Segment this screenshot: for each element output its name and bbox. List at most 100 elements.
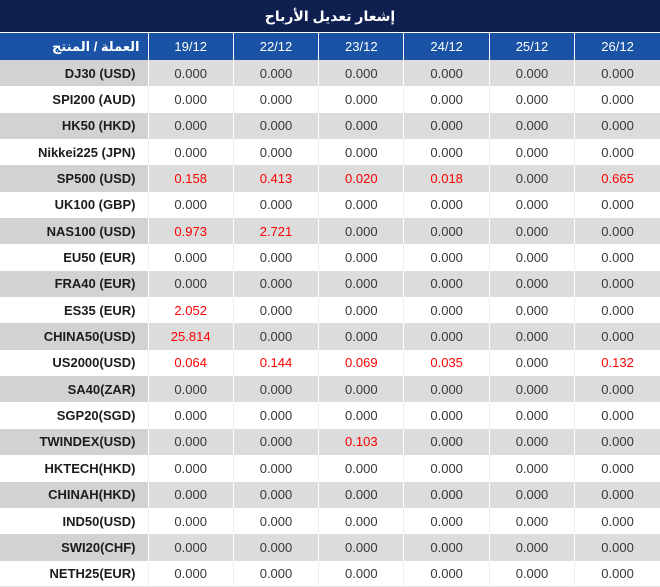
value-cell: 0.973 [147, 218, 234, 245]
value-cell: 0.000 [318, 112, 404, 140]
value-cell: 0.000 [574, 270, 660, 298]
value-cell: 0.000 [232, 560, 319, 587]
table-row: IND50(USD) 0.000 0.000 0.000 0.000 0.000 0.000 [0, 507, 660, 535]
table-row: HK50 (HKD) 0.000 0.000 0.000 0.000 0.000 0.000 [0, 112, 660, 140]
date-header-cell: 19/12 [147, 33, 234, 60]
header-row: العملة / المنتج 19/12 22/12 23/12 24/12 25/1… [0, 33, 660, 60]
value-cell: 0.000 [574, 244, 660, 271]
table-row: SGP20(SGD) 0.000 0.000 0.000 0.000 0.000 0.000 [0, 402, 660, 429]
table-row: EU50 (EUR) 0.000 0.000 0.000 0.000 0.000 0.000 [0, 244, 660, 271]
value-cell: 0.000 [232, 376, 319, 403]
value-cell: 0.000 [318, 534, 404, 561]
value-cell: 0.000 [574, 86, 660, 113]
instrument-name-cell: SA40(ZAR) [0, 376, 148, 403]
table-row: NETH25(EUR) 0.000 0.000 0.000 0.000 0.000 0.00… [0, 560, 660, 587]
instrument-name-cell: UK100 (GBP) [0, 191, 148, 219]
value-cell: 0.000 [232, 297, 319, 324]
instrument-name-cell: CHINAH(HKD) [0, 481, 148, 508]
value-cell: 0.000 [403, 218, 490, 245]
value-cell: 0.000 [403, 139, 490, 166]
value-cell: 0.000 [318, 139, 404, 166]
value-cell: 0.000 [147, 481, 234, 508]
value-cell: 0.144 [232, 349, 319, 377]
value-cell: 0.000 [574, 455, 660, 482]
value-cell: 0.000 [232, 191, 319, 219]
table-row: CHINA50(USD) 25.814 0.000 0.000 0.000 0.000 0.… [0, 323, 660, 350]
instrument-name-cell: EU50 (EUR) [0, 244, 148, 271]
value-cell: 0.158 [147, 165, 234, 192]
value-cell: 0.000 [147, 376, 234, 403]
value-cell: 0.000 [147, 86, 234, 113]
date-header-cell: 26/12 [574, 33, 660, 60]
value-cell: 0.000 [488, 507, 575, 535]
value-cell: 0.000 [147, 534, 234, 561]
value-cell: 0.000 [574, 560, 660, 587]
value-cell: 0.000 [232, 139, 319, 166]
value-cell: 0.000 [318, 481, 404, 508]
product-header-cell: العملة / المنتج [0, 33, 148, 60]
value-cell: 0.000 [232, 507, 319, 535]
value-cell: 0.035 [403, 349, 490, 377]
instrument-name-cell: TWINDEX(USD) [0, 428, 148, 456]
value-cell: 0.000 [488, 534, 575, 561]
instrument-name-cell: SP500 (USD) [0, 165, 148, 192]
value-cell: 0.000 [147, 455, 234, 482]
value-cell: 0.000 [232, 270, 319, 298]
table-row: NAS100 (USD) 0.973 2.721 0.000 0.000 0.000 0.0… [0, 218, 660, 245]
table-row: Nikkei225 (JPN) 0.000 0.000 0.000 0.000 0.000… [0, 139, 660, 166]
dividend-table: العملة / المنتج 19/12 22/12 23/12 24/12 25/1… [0, 33, 660, 587]
value-cell: 0.000 [488, 139, 575, 166]
date-header-cell: 25/12 [488, 33, 575, 60]
value-cell: 0.000 [403, 297, 490, 324]
instrument-name-cell: HK50 (HKD) [0, 112, 148, 140]
value-cell: 0.000 [488, 349, 575, 377]
instrument-name-cell: SWI20(CHF) [0, 534, 148, 561]
value-cell: 0.000 [232, 455, 319, 482]
value-cell: 0.000 [147, 139, 234, 166]
value-cell: 0.000 [232, 112, 319, 140]
value-cell: 2.721 [232, 218, 319, 245]
value-cell: 0.000 [488, 402, 575, 429]
value-cell: 0.000 [318, 60, 404, 87]
value-cell: 0.000 [403, 534, 490, 561]
value-cell: 0.000 [488, 376, 575, 403]
value-cell: 0.000 [318, 402, 404, 429]
instrument-name-cell: FRA40 (EUR) [0, 270, 148, 298]
table-row: TWINDEX(USD) 0.000 0.000 0.103 0.000 0.000 0.0… [0, 428, 660, 456]
value-cell: 0.000 [403, 376, 490, 403]
value-cell: 0.000 [318, 270, 404, 298]
value-cell: 0.000 [147, 191, 234, 219]
value-cell: 0.000 [403, 560, 490, 587]
instrument-name-cell: US2000(USD) [0, 349, 148, 377]
value-cell: 0.000 [232, 86, 319, 113]
value-cell: 0.000 [403, 323, 490, 350]
value-cell: 0.000 [403, 428, 490, 456]
instrument-name-cell: HKTECH(HKD) [0, 455, 148, 482]
value-cell: 0.000 [574, 112, 660, 140]
value-cell: 0.000 [318, 323, 404, 350]
value-cell: 0.000 [488, 86, 575, 113]
value-cell: 0.000 [318, 244, 404, 271]
page-title: إشعار تعديل الأرباح [264, 7, 396, 24]
value-cell: 0.000 [574, 428, 660, 456]
value-cell: 0.000 [488, 455, 575, 482]
value-cell: 0.413 [232, 165, 319, 192]
value-cell: 0.000 [488, 560, 575, 587]
value-cell: 0.000 [574, 297, 660, 324]
value-cell: 0.000 [232, 323, 319, 350]
value-cell: 0.069 [318, 349, 404, 377]
value-cell: 0.000 [318, 376, 404, 403]
value-cell: 0.000 [488, 244, 575, 271]
date-header-cell: 23/12 [318, 33, 404, 60]
instrument-name-cell: Nikkei225 (JPN) [0, 139, 148, 166]
table-row: CHINAH(HKD) 0.000 0.000 0.000 0.000 0.000 0.00… [0, 481, 660, 508]
value-cell: 0.000 [403, 270, 490, 298]
instrument-name-cell: SGP20(SGD) [0, 402, 148, 429]
date-header-cell: 24/12 [403, 33, 490, 60]
value-cell: 0.018 [403, 165, 490, 192]
table-row: SA40(ZAR) 0.000 0.000 0.000 0.000 0.000 0.000 [0, 376, 660, 403]
value-cell: 25.814 [147, 323, 234, 350]
value-cell: 0.000 [232, 534, 319, 561]
value-cell: 0.000 [488, 323, 575, 350]
table-row: DJ30 (USD) 0.000 0.000 0.000 0.000 0.000 0.000 [0, 60, 660, 87]
